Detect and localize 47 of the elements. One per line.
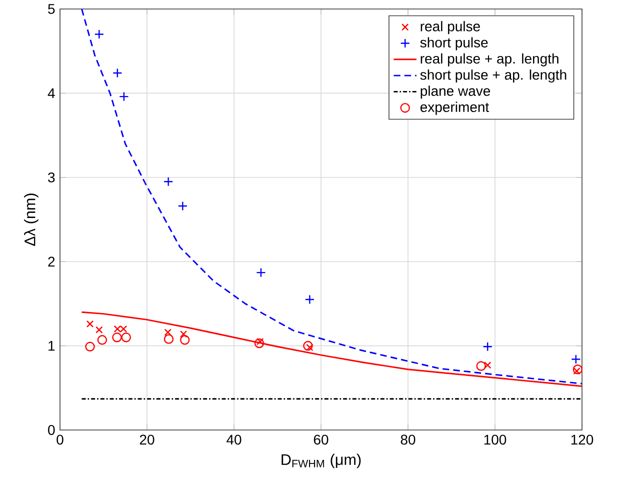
point — [121, 332, 131, 342]
y-tick-label: 0 — [48, 425, 55, 435]
point — [573, 367, 580, 375]
x-tick-label: 40 — [226, 434, 242, 445]
x-tick-label: 60 — [314, 434, 328, 445]
point — [180, 335, 190, 345]
x-tick-label: 80 — [400, 434, 416, 445]
y-tick-label: 2 — [48, 256, 55, 266]
point — [96, 326, 103, 334]
legend-label: real pulse — [420, 21, 480, 34]
point — [119, 92, 129, 102]
point — [254, 338, 264, 348]
legend-label: plane wave — [420, 86, 490, 99]
y-tick-label: 4 — [48, 88, 55, 98]
legend-label: short pulse + ap. length — [420, 69, 566, 83]
point — [85, 342, 95, 352]
x-axis-title: D$_{FWHM}$ (μm) — [282, 454, 361, 468]
point — [164, 328, 172, 336]
point — [303, 340, 313, 351]
point — [112, 332, 122, 342]
x-tick-label: 0 — [56, 434, 64, 445]
x-tick-label: 120 — [571, 434, 594, 445]
point — [571, 354, 581, 364]
point — [180, 330, 188, 338]
y-tick-label: 3 — [48, 172, 55, 182]
point — [178, 201, 188, 211]
y-axis-title: Δλ (nm) — [24, 194, 38, 246]
point — [256, 268, 266, 278]
point — [86, 320, 94, 328]
y-tick-label: 1 — [48, 341, 55, 351]
legend-label: experiment — [420, 102, 490, 115]
legend-label: real pulse + ap. length — [420, 53, 558, 66]
point — [112, 68, 122, 78]
point — [572, 364, 583, 374]
point — [306, 344, 314, 352]
point — [164, 334, 174, 344]
point — [97, 335, 108, 345]
x-tick-label: 20 — [140, 434, 154, 445]
point — [482, 342, 492, 352]
y-tick-label: 5 — [48, 4, 55, 14]
point — [163, 176, 174, 186]
point — [256, 338, 264, 346]
x-tick-label: 100 — [484, 434, 506, 445]
legend-label: short pulse — [420, 37, 488, 50]
line-series — [81, 9, 582, 384]
point — [304, 294, 315, 304]
point — [94, 29, 104, 40]
